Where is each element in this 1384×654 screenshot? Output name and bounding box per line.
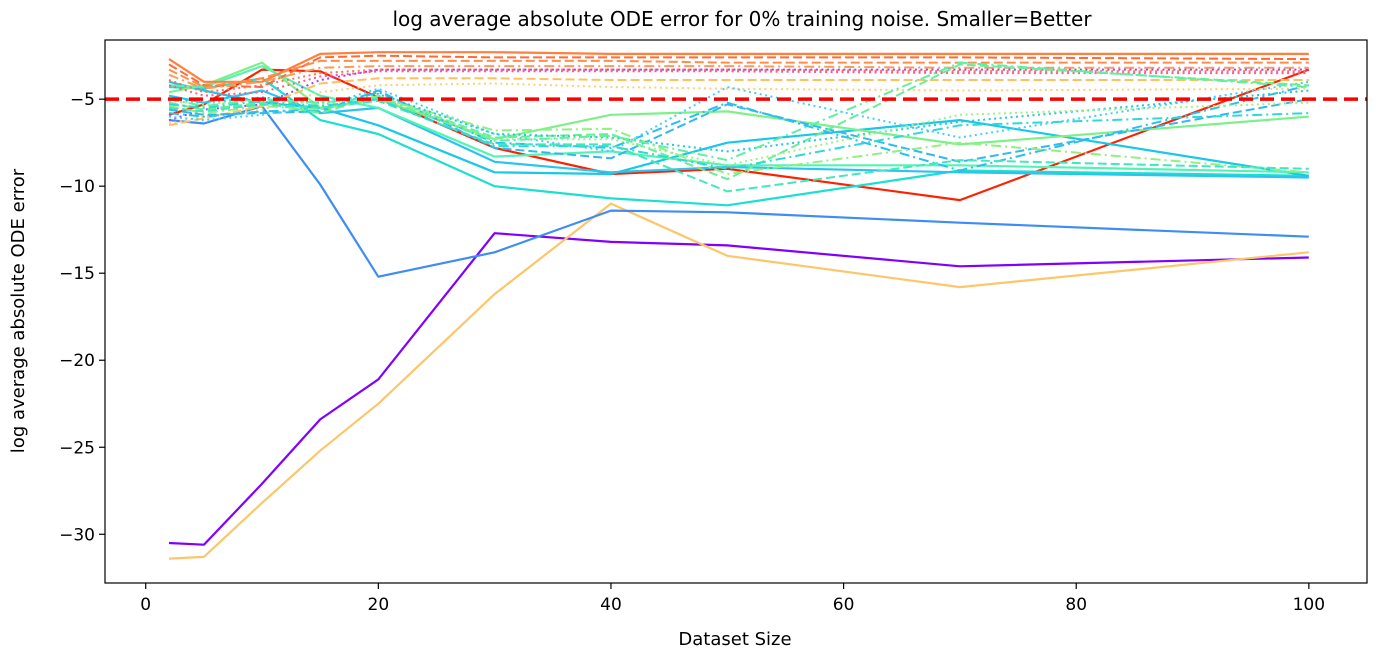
series-line-23	[168, 96, 1309, 175]
series-line-12	[168, 59, 1309, 88]
x-tick-label: 80	[1065, 595, 1087, 615]
x-tick-label: 20	[368, 595, 390, 615]
y-axis-label: log average absolute ODE error	[8, 168, 29, 453]
series-line-6	[168, 80, 1309, 177]
series-line-3	[168, 104, 1309, 278]
series-line-27	[168, 94, 1309, 167]
series-line-16	[168, 68, 1309, 122]
x-axis: 0 20 40 60 80 100	[140, 583, 1325, 615]
series-line-13	[168, 65, 1309, 90]
series-line-28	[168, 61, 1309, 162]
y-tick-label: −15	[59, 264, 95, 284]
x-tick-label: 0	[140, 595, 151, 615]
y-tick-label: −30	[59, 525, 95, 545]
series-line-15	[168, 70, 1309, 97]
y-axis: −5 −10 −15 −20 −25 −30	[59, 90, 105, 545]
series-layer	[168, 51, 1310, 560]
y-tick-label: −20	[59, 351, 95, 371]
x-axis-label: Dataset Size	[678, 629, 791, 650]
series-line-24	[168, 99, 1309, 193]
y-tick-label: −10	[59, 177, 95, 197]
y-tick-label: −25	[59, 438, 95, 458]
x-tick-label: 100	[1293, 595, 1325, 615]
series-line-17	[168, 77, 1309, 127]
series-line-7	[168, 89, 1309, 179]
y-tick-label: −5	[70, 90, 95, 110]
series-line-19	[168, 89, 1309, 163]
series-line-9	[168, 64, 1309, 174]
chart-title: log average absolute ODE error for 0% tr…	[392, 7, 1092, 31]
plot-frame	[104, 39, 1368, 584]
series-line-25	[168, 98, 1309, 170]
series-line-21	[168, 80, 1309, 153]
series-line-1	[168, 232, 1309, 546]
series-line-22	[168, 63, 1309, 181]
series-line-2	[168, 202, 1309, 560]
x-tick-label: 60	[833, 595, 855, 615]
x-tick-label: 40	[600, 595, 622, 615]
